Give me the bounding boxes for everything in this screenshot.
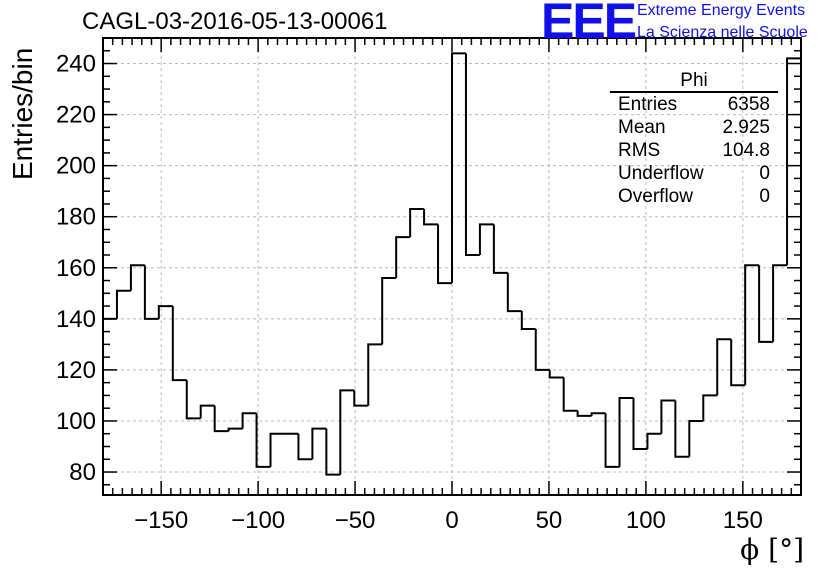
histogram-bin	[311, 427, 327, 460]
histogram-bin	[143, 265, 159, 320]
histogram-bin	[339, 389, 355, 475]
y-axis-label: Entries/bin	[7, 47, 38, 180]
y-tick-label: 80	[69, 459, 96, 486]
histogram-bin	[576, 410, 592, 417]
histogram-bin	[227, 427, 243, 432]
histogram-bin	[772, 264, 788, 342]
histogram-bin	[492, 224, 508, 274]
histogram-bin	[688, 419, 704, 457]
x-axis-label: ϕ [°]	[740, 533, 804, 566]
histogram-bin	[199, 404, 215, 419]
histogram-bin	[660, 399, 676, 434]
x-tick-label: −150	[134, 507, 188, 534]
stats-row-overflow: Overflow 0	[610, 185, 778, 208]
histogram-bin	[590, 412, 606, 416]
histogram-bin	[744, 264, 760, 386]
histogram-bin	[269, 432, 285, 467]
histogram-bin	[381, 276, 397, 345]
stats-label: RMS	[618, 140, 661, 161]
histogram-bin	[367, 343, 383, 406]
stats-value: 0	[759, 163, 770, 184]
histogram-bin	[157, 305, 173, 319]
histogram-bin	[129, 264, 145, 291]
histogram-bin	[423, 209, 439, 226]
histogram-bin	[702, 394, 718, 421]
histogram-bin	[646, 432, 662, 450]
eee-logo: EEE	[541, 0, 637, 49]
histogram-bin	[674, 400, 690, 458]
histogram-bin	[534, 329, 550, 371]
logo-line-2: La Scienza nelle Scuole	[637, 24, 808, 41]
stats-label: Overflow	[618, 186, 693, 207]
histogram-bin	[506, 272, 522, 313]
histogram-bin	[632, 397, 648, 451]
y-tick-label: 160	[56, 255, 96, 282]
histogram-bin	[758, 265, 774, 343]
stats-value: 6358	[727, 94, 770, 115]
stats-title: Phi	[610, 70, 778, 93]
x-tick-label: 100	[626, 507, 666, 534]
stats-label: Entries	[618, 94, 678, 115]
stats-value: 0	[759, 186, 770, 207]
histogram-bin	[213, 405, 229, 433]
histogram-series	[103, 52, 801, 476]
stats-row-rms: RMS 104.8	[610, 139, 778, 162]
x-tick-label: 150	[723, 507, 763, 534]
y-tick-label: 220	[56, 102, 96, 129]
histogram-bin	[185, 380, 201, 420]
y-tick-label: 120	[56, 357, 96, 384]
axis-ticks	[103, 38, 801, 495]
stats-row-entries: Entries 6358	[610, 93, 778, 116]
histogram-bin	[395, 236, 411, 278]
tick-labels: −150 −100 −50 0 50 100 150 80 100 120 140 160 180 200…	[56, 51, 763, 534]
x-tick-label: 50	[536, 507, 563, 534]
x-tick-label: −50	[335, 507, 376, 534]
histogram-bin	[115, 289, 131, 319]
histogram-bin	[255, 413, 271, 468]
y-tick-label: 100	[56, 408, 96, 435]
logo-line-1: Extreme Energy Events	[637, 2, 806, 19]
histogram-bin	[241, 412, 257, 429]
y-tick-label: 180	[56, 204, 96, 231]
histogram-bin	[171, 306, 187, 382]
histogram-bin	[297, 433, 313, 461]
stats-row-mean: Mean 2.925	[610, 116, 778, 139]
histogram-bin	[786, 57, 801, 266]
histogram-bin	[478, 223, 494, 256]
histogram-bin	[716, 338, 732, 396]
histogram-bin	[562, 377, 578, 412]
histogram-bin	[353, 390, 369, 407]
histogram-bin	[618, 396, 634, 467]
stats-label: Mean	[618, 117, 666, 138]
histogram-bin	[520, 311, 536, 331]
histogram-bin	[437, 224, 452, 285]
y-tick-label: 140	[56, 306, 96, 333]
stats-box: Phi Entries 6358 Mean 2.925 RMS 104.8 Un…	[610, 70, 778, 208]
stats-value: 104.8	[722, 140, 770, 161]
y-tick-label: 200	[56, 153, 96, 180]
histogram-bin	[548, 369, 564, 379]
chart-title: CAGL-03-2016-05-13-00061	[82, 8, 388, 35]
x-tick-label: −100	[231, 507, 285, 534]
histogram-bin	[325, 428, 341, 476]
stats-value: 2.925	[722, 117, 770, 138]
x-tick-label: 0	[445, 507, 458, 534]
histogram-bin	[604, 413, 620, 468]
stats-label: Underflow	[618, 163, 704, 184]
stats-row-underflow: Underflow 0	[610, 162, 778, 185]
y-tick-label: 240	[56, 51, 96, 78]
histogram-bin	[730, 339, 746, 387]
histogram-bin	[451, 52, 466, 284]
histogram-bin	[409, 208, 425, 238]
histogram-bin	[464, 53, 480, 257]
